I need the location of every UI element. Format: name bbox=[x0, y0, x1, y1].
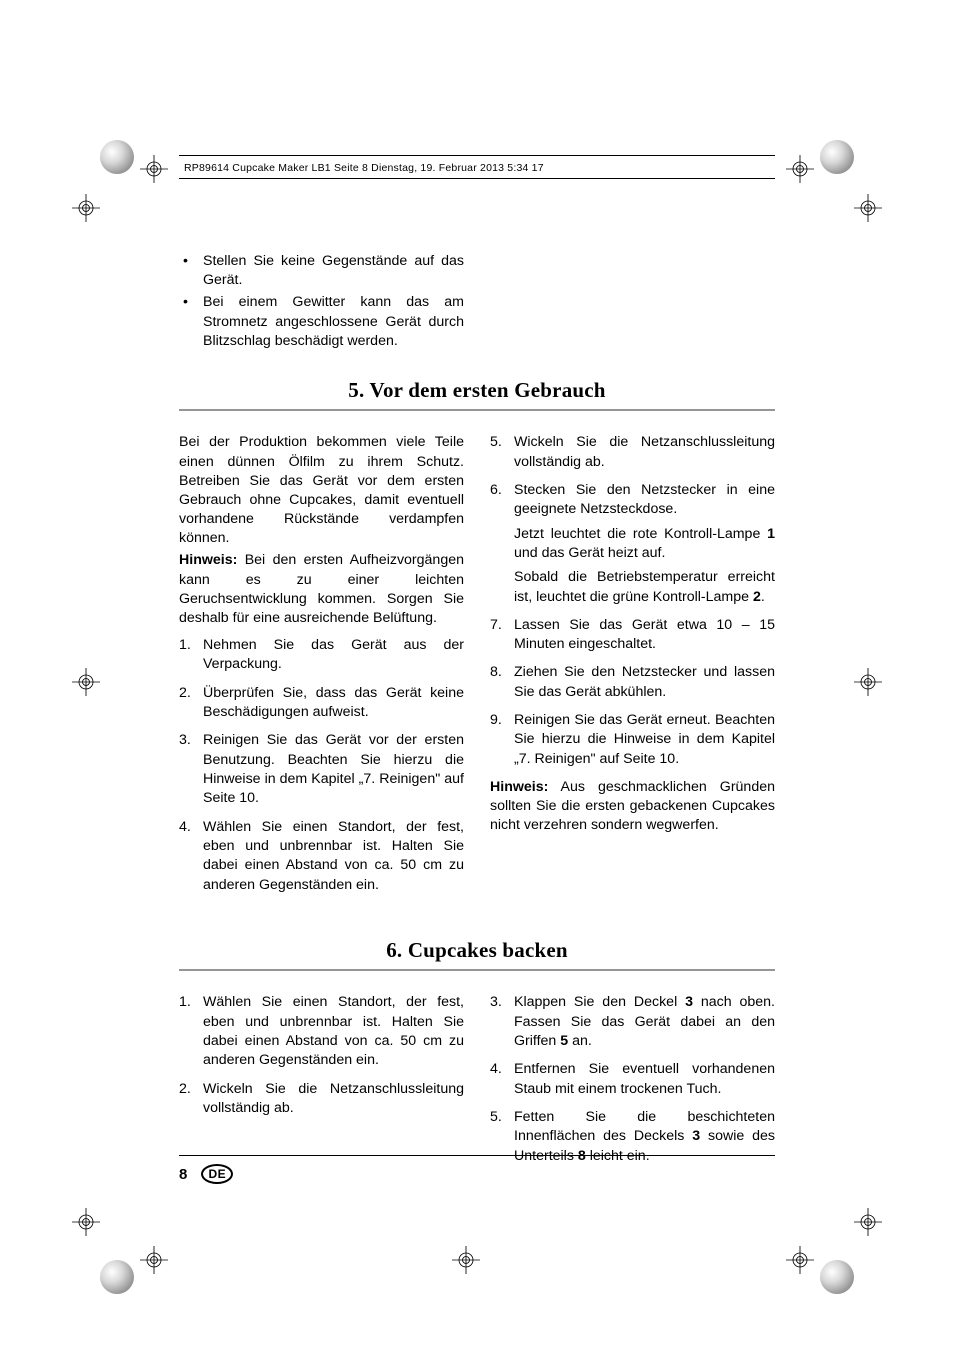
num: 4. bbox=[490, 1060, 502, 1079]
txt: Reinigen Sie das Gerät vor der ersten Be… bbox=[203, 732, 464, 806]
num: 1. bbox=[179, 993, 191, 1012]
lang-badge: DE bbox=[201, 1164, 233, 1184]
list-item: 8. Ziehen Sie den Netzstecker und lassen … bbox=[490, 663, 775, 702]
list-item: 6. Stecken Sie den Netzstecker in eine g… bbox=[490, 481, 775, 607]
section-6-right: 3.Klappen Sie den Deckel 3 nach oben. Fa… bbox=[490, 993, 775, 1175]
hinweis-label: Hinweis: bbox=[490, 779, 548, 795]
txt: Wickeln Sie die Netzanschlussleitung vol… bbox=[203, 1081, 464, 1116]
header-rule-bottom bbox=[179, 178, 775, 179]
print-sphere-icon bbox=[100, 140, 134, 174]
num: 3. bbox=[490, 993, 502, 1012]
registration-mark-icon bbox=[72, 668, 100, 696]
section-5-left: Bei der Produktion bekommen viele Teile … bbox=[179, 433, 464, 903]
registration-mark-icon bbox=[140, 155, 168, 183]
num: 2. bbox=[179, 684, 191, 703]
txt: Reinigen Sie das Gerät erneut. Beachten … bbox=[514, 712, 775, 767]
list-item: 3.Klappen Sie den Deckel 3 nach oben. Fa… bbox=[490, 993, 775, 1051]
txt: Wählen Sie einen Standort, der fest, ebe… bbox=[203, 819, 464, 893]
s5-left-list: 1. Nehmen Sie das Gerät aus der Verpackun… bbox=[179, 636, 464, 895]
t: an. bbox=[568, 1033, 592, 1049]
list-item: 4. Entfernen Sie eventuell vorhandenen St… bbox=[490, 1060, 775, 1099]
print-sphere-icon bbox=[820, 1260, 854, 1294]
num: 2. bbox=[179, 1080, 191, 1099]
list-item: 2. Wickeln Sie die Netzanschlussleitung v… bbox=[179, 1080, 464, 1119]
registration-mark-icon bbox=[786, 155, 814, 183]
t: und das Gerät heizt auf. bbox=[514, 545, 665, 561]
b: 3 bbox=[692, 1128, 700, 1144]
t: Klappen Sie den Deckel bbox=[514, 994, 685, 1010]
s6-left-list: 1. Wählen Sie einen Standort, der fest, e… bbox=[179, 993, 464, 1118]
num: 6. bbox=[490, 481, 502, 500]
list-item: 1. Nehmen Sie das Gerät aus der Verpackun… bbox=[179, 636, 464, 675]
t: Sobald die Betriebstemperatur erreicht i… bbox=[514, 569, 775, 604]
num: 8. bbox=[490, 663, 502, 682]
s5-intro1: Bei der Produktion bekommen viele Teile … bbox=[179, 433, 464, 548]
section-5-title: 5. Vor dem ersten Gebrauch bbox=[179, 378, 775, 403]
bullet-item: Stellen Sie keine Gegenstände auf das Ge… bbox=[179, 252, 464, 290]
s5-intro2: Hinweis: Bei den ersten Aufheizvorgängen… bbox=[179, 551, 464, 628]
num: 1. bbox=[179, 636, 191, 655]
list-item: 2. Überprüfen Sie, dass das Gerät keine B… bbox=[179, 684, 464, 723]
txt: Überprüfen Sie, dass das Gerät keine Bes… bbox=[203, 685, 464, 720]
txt: Ziehen Sie den Netzstecker und lassen Si… bbox=[514, 664, 775, 699]
page-content: Stellen Sie keine Gegenstände auf das Ge… bbox=[179, 252, 775, 1175]
registration-mark-icon bbox=[452, 1246, 480, 1274]
hinweis-label: Hinweis: bbox=[179, 552, 237, 568]
num: 7. bbox=[490, 616, 502, 635]
b: 2 bbox=[753, 589, 761, 605]
txt: Lassen Sie das Gerät etwa 10 – 15 Minute… bbox=[514, 617, 775, 652]
section-6-title: 6. Cupcakes backen bbox=[179, 938, 775, 963]
page-footer: 8 DE bbox=[179, 1155, 775, 1184]
num: 9. bbox=[490, 711, 502, 730]
top-bullets-col: Stellen Sie keine Gegenstände auf das Ge… bbox=[179, 252, 464, 354]
b: 5 bbox=[560, 1033, 568, 1049]
section-5-right: 5. Wickeln Sie die Netzanschlussleitung v… bbox=[490, 433, 775, 838]
top-bullets: Stellen Sie keine Gegenstände auf das Ge… bbox=[179, 252, 464, 351]
txt: Wickeln Sie die Netzanschlussleitung vol… bbox=[514, 434, 775, 469]
txt: Nehmen Sie das Gerät aus der Verpackung. bbox=[203, 637, 464, 672]
txt: Wählen Sie einen Standort, der fest, ebe… bbox=[203, 994, 464, 1068]
bullet-item: Bei einem Gewitter kann das am Stromnetz… bbox=[179, 293, 464, 351]
registration-mark-icon bbox=[72, 194, 100, 222]
t: Jetzt leuchtet die rote Kontroll-Lampe bbox=[514, 526, 767, 542]
print-sphere-icon bbox=[100, 1260, 134, 1294]
list-item: 7. Lassen Sie das Gerät etwa 10 – 15 Minu… bbox=[490, 616, 775, 655]
header-meta: RP89614 Cupcake Maker LB1 Seite 8 Dienst… bbox=[184, 162, 544, 174]
footer-content: 8 DE bbox=[179, 1164, 775, 1184]
registration-mark-icon bbox=[854, 1208, 882, 1236]
page-number: 8 bbox=[179, 1166, 187, 1183]
b: 3 bbox=[685, 994, 693, 1010]
registration-mark-icon bbox=[786, 1246, 814, 1274]
registration-mark-icon bbox=[854, 194, 882, 222]
list-item: 3. Reinigen Sie das Gerät vor der ersten … bbox=[179, 731, 464, 808]
print-sphere-icon bbox=[820, 140, 854, 174]
num: 5. bbox=[490, 1108, 502, 1127]
sub2: Sobald die Betriebstemperatur erreicht i… bbox=[514, 568, 775, 607]
registration-mark-icon bbox=[140, 1246, 168, 1274]
txt: Stecken Sie den Netzstecker in eine geei… bbox=[514, 482, 775, 517]
b: 1 bbox=[767, 526, 775, 542]
s5-right-list: 5. Wickeln Sie die Netzanschlussleitung v… bbox=[490, 433, 775, 769]
s6-right-list: 3.Klappen Sie den Deckel 3 nach oben. Fa… bbox=[490, 993, 775, 1166]
list-item: 1. Wählen Sie einen Standort, der fest, e… bbox=[179, 993, 464, 1070]
s5-note: Hinweis: Aus geschmacklichen Gründen sol… bbox=[490, 778, 775, 836]
list-item: 5. Wickeln Sie die Netzanschlussleitung v… bbox=[490, 433, 775, 472]
list-item: 9. Reinigen Sie das Gerät erneut. Beachte… bbox=[490, 711, 775, 769]
section-5-rule bbox=[179, 409, 775, 412]
registration-mark-icon bbox=[854, 668, 882, 696]
footer-rule bbox=[179, 1155, 775, 1156]
txt: Entfernen Sie eventuell vorhandenen Stau… bbox=[514, 1061, 775, 1096]
list-item: 4. Wählen Sie einen Standort, der fest, e… bbox=[179, 818, 464, 895]
registration-mark-icon bbox=[72, 1208, 100, 1236]
num: 3. bbox=[179, 731, 191, 750]
sub1: Jetzt leuchtet die rote Kontroll-Lampe 1… bbox=[514, 525, 775, 564]
t: . bbox=[761, 589, 765, 605]
num: 4. bbox=[179, 818, 191, 837]
section-6-left: 1. Wählen Sie einen Standort, der fest, e… bbox=[179, 993, 464, 1127]
section-6-rule bbox=[179, 969, 775, 972]
num: 5. bbox=[490, 433, 502, 452]
header-rule-top bbox=[179, 155, 775, 156]
